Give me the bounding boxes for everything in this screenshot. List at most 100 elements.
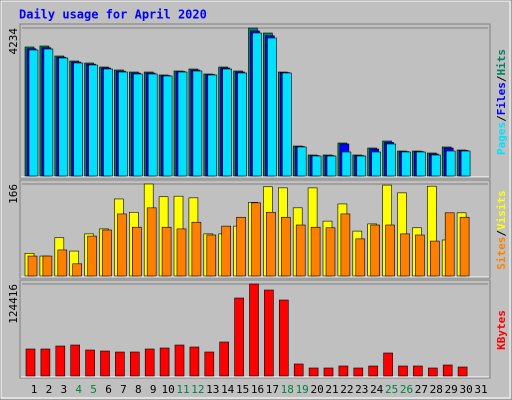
x-tick-label: 14 bbox=[221, 383, 235, 396]
bar bbox=[252, 32, 262, 177]
x-tick-label: 27 bbox=[415, 383, 428, 396]
bar bbox=[191, 221, 202, 277]
x-tick-label: 28 bbox=[430, 383, 443, 396]
bar bbox=[430, 154, 441, 177]
bar bbox=[176, 228, 187, 277]
legend: Sites/Visits bbox=[495, 190, 508, 270]
bar bbox=[311, 155, 322, 177]
x-tick-label: 7 bbox=[120, 383, 127, 396]
bar bbox=[85, 349, 95, 377]
bar bbox=[278, 299, 289, 377]
bar bbox=[28, 49, 39, 177]
bar bbox=[415, 234, 425, 277]
bar bbox=[296, 146, 307, 177]
bar bbox=[340, 213, 351, 277]
bar bbox=[383, 352, 393, 377]
y-tick-label: 166 bbox=[7, 184, 20, 204]
bar bbox=[115, 351, 125, 377]
bar bbox=[100, 350, 110, 377]
x-tick-label: 4 bbox=[75, 383, 82, 396]
legend: Pages/Files/Hits bbox=[495, 49, 508, 155]
bar bbox=[27, 255, 38, 277]
bar bbox=[264, 289, 274, 377]
x-tick-label: 6 bbox=[105, 383, 112, 396]
bar bbox=[295, 224, 306, 277]
x-tick-label: 13 bbox=[206, 383, 219, 396]
bar bbox=[293, 363, 304, 377]
x-tick-label: 26 bbox=[400, 383, 413, 396]
bar bbox=[371, 151, 382, 177]
bar bbox=[323, 367, 334, 377]
bar bbox=[398, 365, 408, 377]
bar bbox=[280, 216, 291, 277]
bar bbox=[117, 213, 127, 277]
bar bbox=[144, 348, 155, 377]
x-tick-label: 10 bbox=[161, 383, 174, 396]
bar bbox=[221, 225, 231, 277]
bar bbox=[427, 367, 438, 377]
bar bbox=[459, 216, 470, 277]
bar bbox=[58, 57, 69, 177]
bar bbox=[457, 366, 468, 377]
x-tick-label: 24 bbox=[370, 383, 384, 396]
bar bbox=[73, 62, 83, 177]
x-tick-label: 1 bbox=[31, 383, 38, 396]
x-tick-label: 19 bbox=[296, 383, 309, 396]
bar bbox=[87, 235, 97, 277]
bar bbox=[445, 150, 456, 177]
x-tick-label: 31 bbox=[474, 383, 487, 396]
x-tick-label: 8 bbox=[135, 383, 142, 396]
bar bbox=[130, 351, 140, 377]
bar bbox=[159, 347, 170, 377]
bar bbox=[206, 234, 217, 277]
x-tick-label: 21 bbox=[325, 383, 338, 396]
bar bbox=[385, 224, 395, 277]
bar bbox=[177, 71, 188, 177]
bar bbox=[325, 227, 336, 277]
chart-title: Daily usage for April 2020 bbox=[19, 8, 207, 22]
x-tick-label: 5 bbox=[90, 383, 97, 396]
bar bbox=[161, 226, 172, 277]
bar bbox=[118, 71, 128, 177]
bar bbox=[460, 150, 471, 177]
bar bbox=[400, 233, 410, 277]
legend-entry: Files bbox=[495, 82, 508, 115]
bar bbox=[338, 365, 349, 377]
bar bbox=[370, 224, 381, 277]
bar bbox=[43, 48, 54, 177]
bar bbox=[146, 207, 157, 277]
bar bbox=[42, 255, 53, 277]
bar bbox=[132, 226, 142, 277]
x-tick-label: 18 bbox=[281, 383, 294, 396]
x-tick-label: 11 bbox=[176, 383, 189, 396]
bar bbox=[416, 151, 426, 177]
legend-entry: KBytes bbox=[495, 310, 508, 350]
bar bbox=[219, 341, 229, 377]
x-tick-label: 15 bbox=[236, 383, 249, 396]
legend: KBytes bbox=[495, 310, 508, 350]
bar bbox=[204, 351, 215, 377]
bar bbox=[326, 155, 337, 177]
bar bbox=[25, 348, 36, 377]
bar bbox=[103, 68, 113, 177]
x-tick-label: 22 bbox=[340, 383, 353, 396]
bar bbox=[174, 344, 185, 377]
x-tick-label: 20 bbox=[310, 383, 323, 396]
bar bbox=[308, 367, 319, 377]
y-tick-label: 124416 bbox=[7, 284, 20, 324]
bar bbox=[57, 249, 68, 277]
y-tick-label: 4234 bbox=[7, 28, 20, 55]
bar bbox=[266, 211, 276, 277]
bar bbox=[72, 263, 82, 277]
bar bbox=[353, 367, 364, 377]
x-tick-label: 3 bbox=[60, 383, 67, 396]
bar bbox=[192, 70, 203, 177]
bar bbox=[88, 64, 98, 177]
bar bbox=[70, 344, 80, 377]
bar bbox=[251, 202, 261, 277]
legend-separator: / bbox=[495, 75, 508, 82]
x-tick-label: 30 bbox=[459, 383, 472, 396]
bar bbox=[234, 297, 244, 377]
bar bbox=[55, 345, 66, 377]
